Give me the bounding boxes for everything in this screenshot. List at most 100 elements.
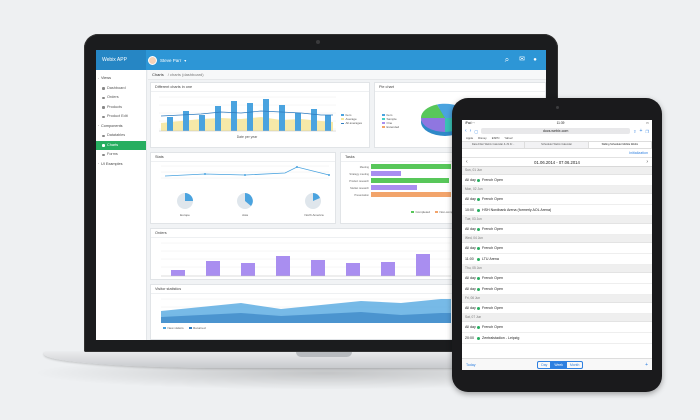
event-dot [477,246,480,250]
day-header: Fri, 06 Jun [462,295,652,303]
sidebar-item-forms[interactable]: Forms [96,150,146,160]
event-title: French Open [482,325,503,329]
date-range-bar: ‹ 01.06.2014 - 07.06.2014 › [462,158,652,167]
point [204,173,206,175]
today-button[interactable]: Today [466,362,476,367]
event-item[interactable]: 10:00 HSH Nordbank Arena (formerly AOL Ar… [462,205,652,216]
day-header: Thu, 05 Jun [462,265,652,273]
event-item[interactable]: All day French Open [462,224,652,235]
bar [346,263,360,276]
legend-label: Average [345,117,357,121]
sidebar-item-product-edit[interactable]: Product Edit [96,112,146,122]
bookmark-link[interactable]: ESPN [491,136,500,140]
sidebar-item-label: Charts [107,142,119,147]
orders-icon [102,96,105,99]
event-item[interactable]: All day French Open [462,175,652,186]
sidebar-item-components[interactable]: Components [96,122,146,132]
orders-bar-chart [161,242,451,277]
app-brand[interactable]: Webix APP [96,50,146,70]
browser-tab[interactable]: Scheduler Webix Calendar [525,142,589,148]
date-range: 01.06.2014 - 07.06.2014 [534,159,580,165]
day-view-button[interactable]: Day [538,361,552,368]
breadcrumb-path: / charts (dashboard) [167,72,204,77]
browser-tab-active[interactable]: Sliding Scheduler Mobile Webix [588,142,652,148]
event-title: French Open [482,197,503,201]
bar [231,101,237,131]
week-view-button[interactable]: Week [551,361,567,368]
forward-icon[interactable]: › [469,128,472,134]
tasks-legend: Completed Non-completed [411,210,460,214]
radial-label: Europe [180,213,190,217]
tabs-icon[interactable]: ❐ [645,128,649,134]
mail-icon[interactable]: ✉ [519,56,525,63]
back-icon[interactable]: ‹ [465,128,467,134]
bar [371,164,451,169]
add-event-button[interactable]: + [645,361,648,368]
chart-icon [102,144,105,147]
bookmark-link[interactable]: Yahoo! [504,136,514,140]
new-tab-icon[interactable]: + [639,128,643,134]
event-item[interactable]: 11:00 LTU Arena [462,254,652,265]
x-axis-label: Date per year [237,135,258,139]
user-menu[interactable]: Steve Parr ▾ [148,55,186,65]
next-icon[interactable]: › [646,159,648,165]
prev-icon[interactable]: ‹ [466,159,468,165]
bar [311,109,317,131]
sidebar-item-products[interactable]: Products [96,103,146,113]
svg-text:Meeting: Meeting [360,165,370,169]
sidebar-item-dashboard[interactable]: Dashboard [96,84,146,94]
panel-different-charts: Different charts in one [150,82,370,148]
signal-icon: iPad ◠ [465,121,476,125]
day-header: Sun, 01 Jun [462,167,652,175]
panel-title: Different charts in one [151,83,369,92]
bar [206,261,220,276]
laptop-notch [296,352,352,357]
combo-chart: Date per year [159,96,336,139]
collapse-icon [97,77,99,79]
point [328,174,330,176]
month-view-button[interactable]: Month [569,362,580,367]
sidebar-item-charts[interactable]: Charts [96,140,146,150]
event-item[interactable]: 20:00 Zentralstadion - Leipzig [462,333,652,344]
dashboard-icon [102,87,105,90]
legend-label: Sample [386,117,397,121]
bookmark-link[interactable]: Apple [466,136,474,140]
sidebar-item-orders[interactable]: Orders [96,93,146,103]
tasks-bar-chart: Meeting Strategy meeting Product research M… [349,164,451,197]
sidebar: Views Dashboard Orders Products Product … [96,70,147,340]
event-title: French Open [482,276,503,280]
status-bar: iPad ◠ 11:39 ▭ [462,120,652,126]
sidebar-item-label: Forms [107,152,118,156]
sidebar-item-datatables[interactable]: Datatables [96,131,146,141]
app-header: Initialization [462,149,652,158]
address-bar[interactable]: docs.webix.com [481,128,631,134]
bookmarks-icon[interactable]: ▢ [474,128,479,134]
event-item[interactable]: All day French Open [462,243,652,254]
table-icon [102,134,105,137]
bar [279,105,285,131]
bar [247,103,253,131]
radial-chart [305,193,321,209]
bookmark-link[interactable]: Disney [478,136,487,140]
legend-label: Returned [193,326,206,330]
event-item[interactable]: All day French Open [462,284,652,295]
event-item[interactable]: All day French Open [462,322,652,333]
search-icon[interactable]: ⌕ [504,55,510,64]
event-item[interactable]: All day French Open [462,273,652,284]
event-dot [477,287,480,291]
ipad-screen: iPad ◠ 11:39 ▭ ‹ › ▢ docs.webix.com ⇪ + … [462,120,652,370]
browser-toolbar: ‹ › ▢ docs.webix.com ⇪ + ❐ [462,126,652,136]
notification-icon[interactable]: ● [533,57,537,63]
event-title: French Open [482,246,503,250]
initialization-label: Initialization [629,151,648,155]
pie-legend: Item Sample One Extended [382,113,399,129]
collapse-icon [97,125,99,126]
sidebar-item-views[interactable]: Views [96,74,146,84]
panel-title: Tasks [341,153,545,162]
event-item[interactable]: All day French Open [462,194,652,205]
share-icon[interactable]: ⇪ [633,128,637,134]
browser-tab[interactable]: Data Filter Webix Calendar & JS Fr... [462,142,526,148]
event-item[interactable]: All day French Open [462,303,652,314]
sidebar-item-ui-examples[interactable]: UI Examples [96,160,146,170]
event-title: French Open [482,227,503,231]
